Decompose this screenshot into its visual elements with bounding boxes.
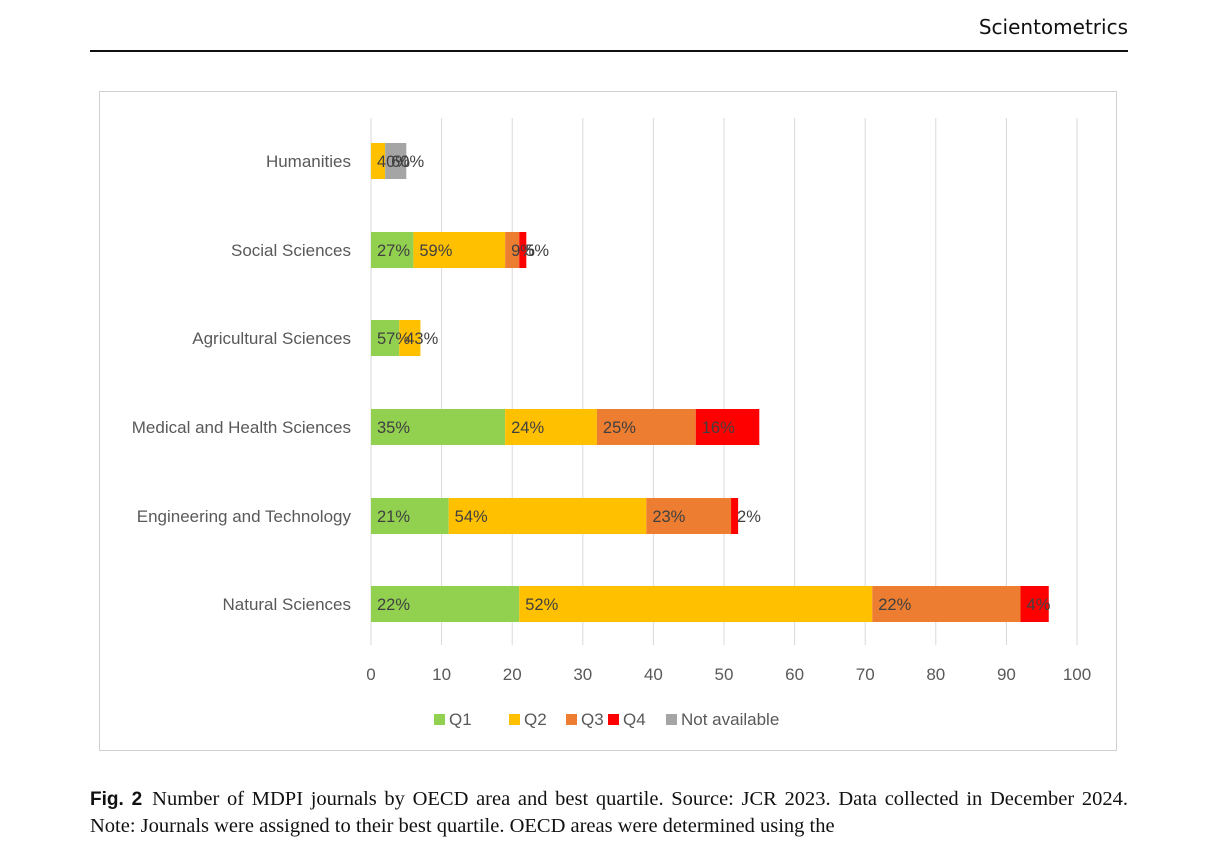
legend-swatch-q1 <box>434 714 445 725</box>
data-label: 24% <box>511 419 544 437</box>
data-label: 2% <box>737 508 761 526</box>
bar-segment-q2 <box>505 409 597 445</box>
bar-segment-q3 <box>872 586 1021 622</box>
data-label: 27% <box>377 242 410 260</box>
x-tick-label-40: 40 <box>644 665 663 684</box>
figure-frame: 0 10 20 30 40 50 60 70 80 90 100 Humanities Social S… <box>99 91 1117 751</box>
data-label: 21% <box>377 508 410 526</box>
data-label: 5% <box>525 242 549 260</box>
legend-label-not-available: Not available <box>681 710 779 729</box>
bar-segment-q3 <box>596 409 696 445</box>
bar-segment-q3 <box>646 498 732 534</box>
x-tick-label-20: 20 <box>503 665 522 684</box>
category-label: Social Sciences <box>231 241 351 260</box>
x-tick-label-50: 50 <box>715 665 734 684</box>
bar-segment-q1 <box>371 320 400 356</box>
data-label: 60% <box>391 153 424 171</box>
x-tick-label-70: 70 <box>856 665 875 684</box>
data-label: 4% <box>1027 596 1051 614</box>
data-label: 35% <box>377 419 410 437</box>
bar-segment-q3 <box>505 232 520 268</box>
bar-segment-q1 <box>371 586 520 622</box>
data-label: 40% <box>377 153 410 171</box>
bar-segment-not-available <box>385 143 407 179</box>
figure-caption: Fig. 2 Number of MDPI journals by OECD ar… <box>90 786 1128 839</box>
data-label: 9% <box>511 242 535 260</box>
x-tick-label-100: 100 <box>1063 665 1091 684</box>
bar-segment-q2 <box>399 320 421 356</box>
legend-swatch-q3 <box>566 714 577 725</box>
caption-label: Fig. 2 <box>90 789 143 810</box>
x-tick-label-10: 10 <box>432 665 451 684</box>
data-label: 23% <box>652 508 685 526</box>
data-label: 43% <box>405 330 438 348</box>
data-label: 54% <box>455 508 488 526</box>
legend-label-q3: Q3 <box>581 710 604 729</box>
data-label: 16% <box>702 419 735 437</box>
category-label: Agricultural Sciences <box>192 329 351 348</box>
x-tick-label-30: 30 <box>573 665 592 684</box>
bar-segment-q2 <box>448 498 647 534</box>
caption-text: Number of MDPI journals by OECD area and… <box>90 788 1128 837</box>
data-label: 25% <box>603 419 636 437</box>
category-label: Engineering and Technology <box>137 507 352 526</box>
legend-swatch-q4 <box>608 714 619 725</box>
bar-segment-q4 <box>519 232 527 268</box>
bar-segment-q1 <box>371 232 414 268</box>
x-tick-label-60: 60 <box>785 665 804 684</box>
bar-segment-q1 <box>371 498 449 534</box>
data-label: 52% <box>525 596 558 614</box>
data-label: 22% <box>377 596 410 614</box>
legend-label-q1: Q1 <box>449 710 472 729</box>
journal-header: Scientometrics <box>0 0 1218 60</box>
journal-name: Scientometrics <box>978 15 1128 39</box>
legend-swatch-q2 <box>509 714 520 725</box>
category-label: Natural Sciences <box>222 595 351 614</box>
bar-segment-q2 <box>519 586 873 622</box>
stacked-bar-chart: 0 10 20 30 40 50 60 70 80 90 100 Humanities Social S… <box>132 118 1091 729</box>
category-label: Humanities <box>266 152 351 171</box>
data-label: 59% <box>419 242 452 260</box>
bar-segment-q4 <box>695 409 760 445</box>
legend-label-q4: Q4 <box>623 710 646 729</box>
bar-segment-q2 <box>413 232 506 268</box>
data-label: 22% <box>878 596 911 614</box>
x-tick-label-90: 90 <box>997 665 1016 684</box>
category-label: Medical and Health Sciences <box>132 418 351 437</box>
bar-segment-q2 <box>371 143 386 179</box>
header-rule <box>90 50 1128 52</box>
data-label: 57% <box>377 330 410 348</box>
x-tick-label-80: 80 <box>926 665 945 684</box>
legend-label-q2: Q2 <box>524 710 547 729</box>
x-tick-label-0: 0 <box>366 665 375 684</box>
legend-swatch-not-available <box>666 714 677 725</box>
bar-segment-q4 <box>1020 586 1049 622</box>
bar-segment-q1 <box>371 409 506 445</box>
bar-segment-q4 <box>731 498 739 534</box>
